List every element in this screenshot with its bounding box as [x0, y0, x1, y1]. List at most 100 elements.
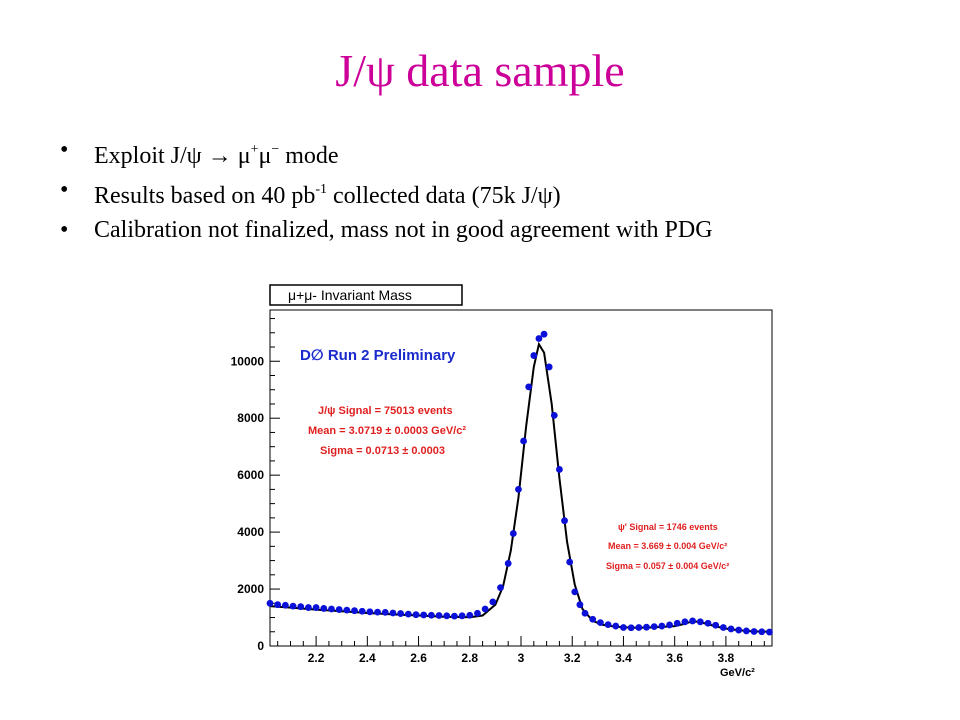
data-point: [281, 601, 289, 609]
y-tick-label: 8000: [237, 411, 264, 425]
invariant-mass-chart: μ+μ- Invariant Mass 2.2 2.4 2.6 2.8 3 3.2 3.4 3…: [231, 284, 773, 679]
data-point: [297, 603, 305, 611]
psiprime-sigma-label: Sigma = 0.057 ± 0.004 GeV/c²: [606, 561, 729, 571]
data-point: [335, 606, 343, 613]
bullet-item: • Results based on 40 pb-1 collected dat…: [60, 172, 713, 212]
data-point: [481, 605, 489, 613]
bullet-dot-icon: •: [60, 217, 69, 243]
y-tick-label: 2000: [237, 582, 264, 596]
data-point: [274, 601, 282, 609]
data-point: [535, 335, 543, 342]
psiprime-mean-label: Mean = 3.669 ± 0.004 GeV/c²: [608, 541, 727, 551]
bullet-item: • Calibration not finalized, mass not in…: [60, 212, 713, 252]
data-point: [312, 604, 320, 611]
data-point: [451, 612, 458, 620]
data-point: [389, 609, 397, 617]
data-point: [545, 363, 553, 371]
data-point: [289, 602, 297, 610]
data-point: [576, 601, 584, 609]
data-point: [358, 607, 366, 615]
y-tick-label: 0: [257, 639, 264, 653]
data-point: [712, 621, 720, 629]
data-point: [627, 624, 635, 632]
data-point: [530, 352, 538, 359]
data-point: [435, 612, 443, 619]
data-point: [412, 611, 420, 619]
experiment-label: D∅ Run 2 Preliminary: [300, 347, 456, 364]
data-point: [466, 611, 474, 619]
x-tick-label: 2.8: [461, 651, 478, 665]
data-point: [561, 517, 568, 525]
data-point: [604, 621, 612, 629]
chart-title: μ+μ- Invariant Mass: [288, 287, 412, 303]
x-tick-label: 3.2: [564, 651, 581, 665]
data-point: [750, 628, 758, 635]
data-point: [489, 598, 497, 606]
data-point: [525, 383, 533, 391]
data-point: [509, 530, 517, 537]
data-point: [673, 619, 681, 627]
x-axis-label: GeV/c²: [720, 667, 755, 679]
x-tick-label: 2.4: [359, 651, 376, 665]
data-point: [612, 622, 620, 630]
data-point: [735, 626, 743, 634]
data-point: [328, 605, 335, 613]
slide-title: J/ψ data sample: [335, 45, 625, 96]
data-point: [443, 612, 451, 620]
data-point: [666, 621, 673, 629]
bullet-dot-icon: •: [60, 137, 69, 163]
data-point: [758, 628, 766, 636]
jpsi-mean-label: Mean = 3.0719 ± 0.0003 GeV/c²: [308, 425, 466, 437]
x-tick-label: 3: [518, 651, 525, 665]
data-point: [643, 623, 650, 631]
data-point: [497, 584, 504, 592]
bullet-dot-icon: •: [60, 177, 69, 203]
x-tick-label: 3.8: [718, 651, 735, 665]
data-point: [550, 411, 558, 419]
y-tick-label: 4000: [237, 525, 264, 539]
data-point: [658, 622, 666, 630]
data-point: [366, 608, 374, 616]
data-point: [696, 618, 704, 626]
data-point: [504, 560, 512, 567]
chart-title-box: [269, 284, 463, 306]
data-point: [420, 611, 428, 619]
data-point: [566, 558, 574, 566]
data-point: [266, 599, 274, 607]
data-point: [681, 618, 689, 626]
data-point: [515, 485, 522, 493]
y-tick-label: 10000: [231, 354, 265, 368]
data-point: [458, 612, 466, 620]
data-point: [474, 609, 481, 617]
data-point: [556, 466, 563, 473]
data-point: [427, 611, 435, 619]
data-point: [689, 617, 697, 625]
data-point: [589, 615, 597, 623]
data-point: [650, 623, 658, 631]
data-point: [742, 627, 750, 635]
bullet-item: • Exploit J/ψ → μ+μ− mode: [60, 132, 713, 172]
psiprime-signal-label: ψ' Signal = 1746 events: [618, 522, 718, 532]
data-point: [305, 604, 312, 611]
data-point: [571, 588, 579, 596]
data-point: [596, 619, 604, 627]
x-tick-label: 2.6: [410, 651, 427, 665]
x-tick-label: 3.6: [666, 651, 683, 665]
x-tick-label: 2.2: [308, 651, 325, 665]
data-point: [397, 610, 405, 617]
data-point: [404, 610, 412, 618]
data-point: [635, 624, 643, 631]
data-point: [374, 608, 381, 616]
data-point: [520, 437, 527, 445]
jpsi-signal-label: J/ψ Signal = 75013 events: [318, 405, 453, 417]
data-point: [727, 625, 735, 633]
bullet-list: • Exploit J/ψ → μ+μ− mode • Results base…: [60, 132, 713, 252]
data-point: [343, 606, 351, 614]
y-tick-label: 6000: [237, 468, 264, 482]
data-point: [719, 624, 727, 631]
data-point: [766, 628, 773, 636]
data-point: [381, 609, 389, 616]
jpsi-sigma-label: Sigma = 0.0713 ± 0.0003: [320, 445, 445, 457]
data-point: [704, 619, 712, 627]
data-point: [620, 624, 627, 631]
